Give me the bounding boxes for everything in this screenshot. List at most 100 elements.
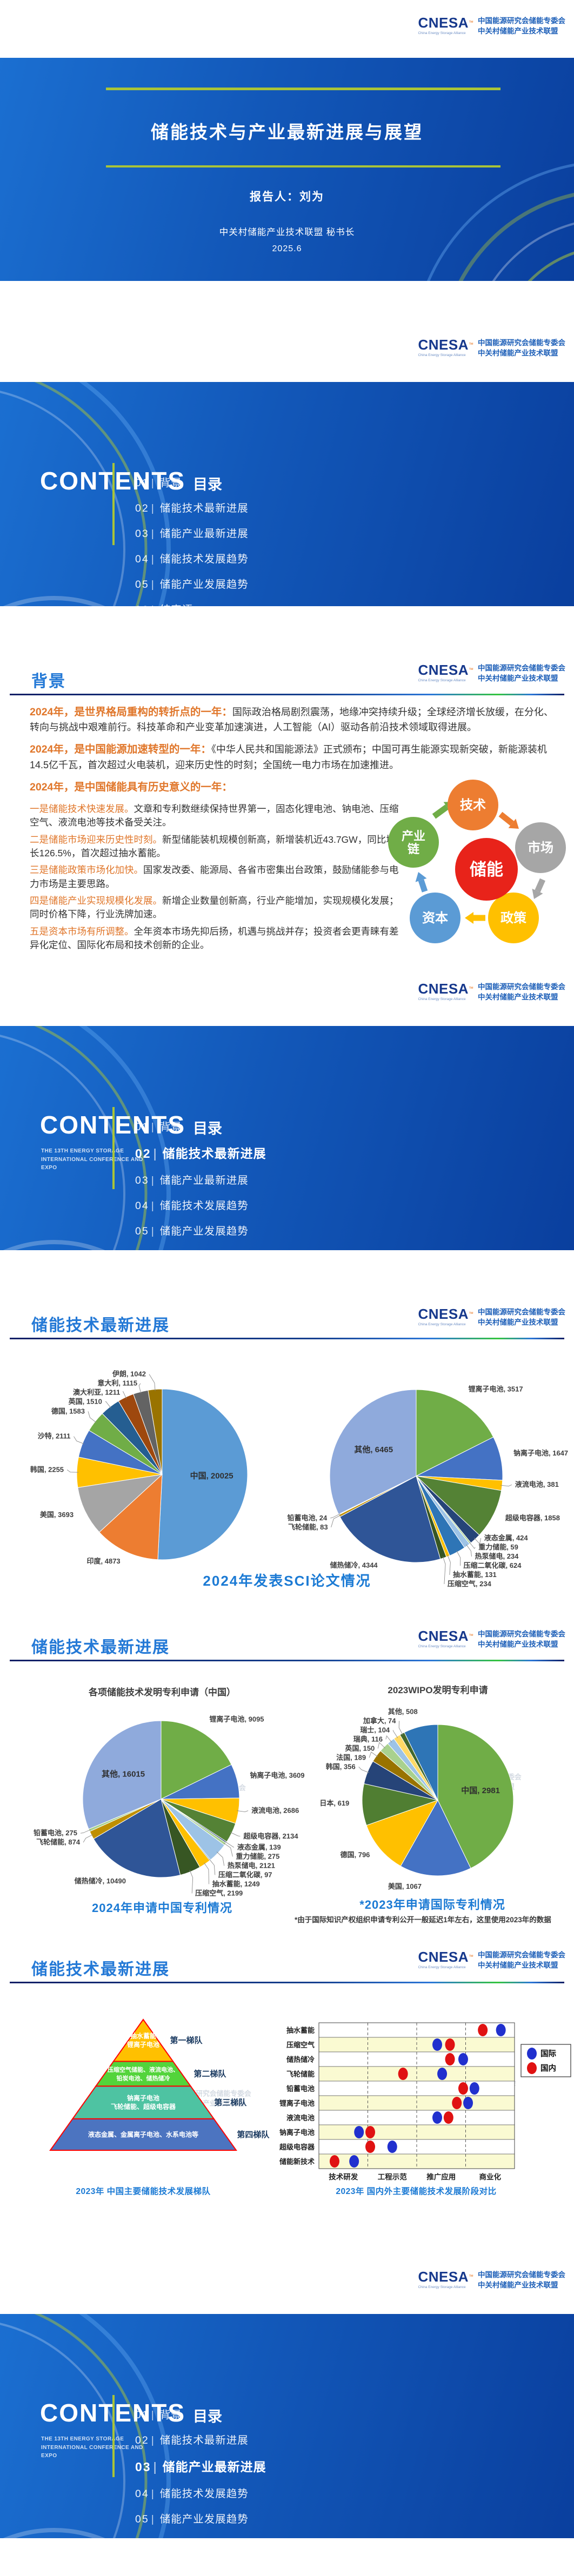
pie-label: 钠离子电池, 1647 (513, 1449, 568, 1457)
pyramid-tier-label: 第三梯队 (214, 2098, 247, 2108)
toc-band: CONTENTS 目录 THE 13TH ENERGY STORAGE INTER… (0, 2314, 574, 2551)
pie-leader-line (209, 1859, 216, 1875)
toc-divider-line (112, 2395, 115, 2477)
pyramid-tier-text: 液态金属、金属离子电池、水系电池等 (88, 2130, 198, 2138)
pie-label: 液态金属, 139 (237, 1843, 281, 1851)
pie-label: 其他, 508 (388, 1707, 418, 1715)
ecosystem-arrow (535, 878, 546, 893)
background-intro-paragraph: 2024年，是中国储能具有历史意义的一年： (30, 781, 232, 793)
slide-title: CNESA™ China Energy Storage Alliance 中国能源研… (0, 0, 574, 322)
section-title: 储能技术最新进展 (31, 1639, 170, 1656)
pie-leader-line (237, 1810, 249, 1813)
toc-band: CONTENTS 目录 THE 13TH ENERGY STORAGE INTER… (0, 1026, 574, 1263)
pie-leader-line (385, 1735, 392, 1743)
toc-item-02: 02 | 储能技术最新进展 (135, 2434, 249, 2446)
cnesa-org-names: 中国能源研究会储能专委会中关村储能产业技术联盟 (478, 2271, 565, 2289)
pie-slice (339, 1475, 441, 1563)
sci-caption: 2024年发表SCI论文情况 (203, 1573, 371, 1589)
section-title: 储能技术最新进展 (31, 1961, 170, 1978)
stage-axis-label: 技术研发 (329, 2172, 358, 2181)
ecosystem-center-label: 储能 (470, 860, 503, 879)
pie-slice (329, 1389, 417, 1515)
pie-label: 压缩空气, 2199 (195, 1889, 243, 1897)
dot-domestic (398, 2068, 408, 2080)
pie-label: 德国, 1583 (51, 1407, 85, 1415)
stage-axis-label: 工程示范 (378, 2172, 407, 2181)
presenter-affiliation: 中关村储能产业技术联盟 秘书长 (219, 227, 355, 237)
ecosystem-node-label: 市场 (528, 840, 553, 855)
toc-item-02: 02 | 储能技术最新进展 (135, 1146, 266, 1160)
intl-patent-footnote: *由于国际知识产权组织申请专利公开一般延迟1年左右，这里使用2023年的数据 (295, 1916, 551, 1924)
pie-leader-line (80, 1829, 91, 1834)
pie-leader-line (392, 1730, 398, 1739)
dot-intl (387, 2141, 397, 2153)
toc-item-06: 06 | 结束语 (135, 604, 193, 616)
plot-border (318, 2022, 515, 2169)
pie-label: 韩国, 2255 (30, 1466, 64, 1474)
row-label: 液流电池 (286, 2114, 315, 2122)
background-bullet: 二是储能市场迎来历史性时刻。新型储能装机规模创新高，新增装机近43.7GW，同比… (30, 834, 396, 858)
pie-label: 德国, 796 (341, 1850, 370, 1859)
pie-slice (415, 1475, 502, 1536)
pie-leader-line (123, 1391, 127, 1399)
pyramid-tier-text: 压缩空气储能、液流电池、 (108, 2065, 179, 2073)
deck-title: 储能技术与产业最新进展与展望 (151, 122, 423, 142)
pie-leader-line (83, 1834, 94, 1843)
pie-slice (416, 1389, 494, 1477)
cnesa-logo: CNESA™ China Energy Storage Alliance 中国能源研… (418, 663, 565, 684)
wipo-chart-title: 2023WIPO发明专利申请 (388, 1685, 488, 1695)
presenter-name: 刘为 (299, 191, 324, 203)
pyramid-tier-text: 抽水蓄能 (130, 2032, 156, 2040)
toc-item-06: 06 | 结束语 (135, 2539, 193, 2551)
ecosystem-arrow (498, 811, 514, 826)
row-label: 储能新技术 (279, 2158, 315, 2166)
slide-patents: CNESA™ China Energy Storage Alliance 中国能源研… (0, 1610, 574, 1932)
background-bullet: 三是储能政策市场化加快。国家发改委、能源局、各省市密集出台政策，鼓励储能参与电力… (30, 864, 399, 889)
toc-heading: CONTENTS 目录 (40, 2398, 222, 2427)
deco-arc (0, 2323, 125, 2538)
ecosystem-node (410, 893, 460, 943)
legend-dot (527, 2048, 537, 2060)
dot-intl (432, 2111, 443, 2124)
cnesa-logo: CNESA™ China Energy Storage Alliance 中国能源研… (418, 1629, 565, 1650)
pie-label: 压缩二氧化碳, 624 (464, 1561, 522, 1569)
row-label: 储热储冷 (286, 2056, 315, 2064)
dot-intl (469, 2082, 479, 2095)
pie-label: 锂离子电池, 9095 (209, 1715, 264, 1723)
green-rule-top (106, 88, 500, 90)
pyramid-tier-text: 钠离子电池 (127, 2094, 159, 2102)
legend-label: 国内 (540, 2063, 556, 2073)
toc-heading-en: CONTENTS (40, 467, 185, 495)
deck-date: 2025.6 (272, 244, 302, 253)
pie-leader-line (500, 1484, 512, 1487)
dot-intl (463, 2097, 473, 2109)
pie-leader-line (66, 1470, 79, 1473)
pie-leader-line (105, 1401, 111, 1408)
pie-leader-line (442, 1556, 446, 1585)
toc-band: CONTENTS 目录 01|背景 02|储能技术最新进展 03|储能产业最新进展 04… (0, 382, 574, 616)
dot-intl (458, 2053, 468, 2065)
toc-list: 01 | 背景 02 | 储能技术最新进展 03 | 储能产业最新进展 04 | 储能技术发展趋势 05… (135, 474, 249, 616)
toc-heading-cn: 目录 (193, 1121, 222, 1137)
background-bullet: 四是储能产业实现规模化发展。新增企业数量创新高，行业产能增加，实现规模化发展；同… (30, 895, 399, 920)
dot-domestic (458, 2082, 468, 2095)
pie-label: 飞轮储能, 83 (288, 1523, 328, 1531)
pie-leader-line (216, 1852, 225, 1866)
row-label: 钠离子电池 (279, 2129, 315, 2137)
row-label: 飞轮储能 (286, 2070, 315, 2078)
ecosystem-arrowhead (508, 819, 519, 829)
dot-domestic (452, 2097, 462, 2109)
pie-slice (98, 1473, 163, 1560)
toc-heading-en: CONTENTS (40, 2399, 185, 2427)
pyramid-tier (112, 2018, 174, 2062)
toc-item-04: 04 | 储能技术发展趋势 (135, 553, 249, 565)
title-slide-band (0, 58, 574, 281)
